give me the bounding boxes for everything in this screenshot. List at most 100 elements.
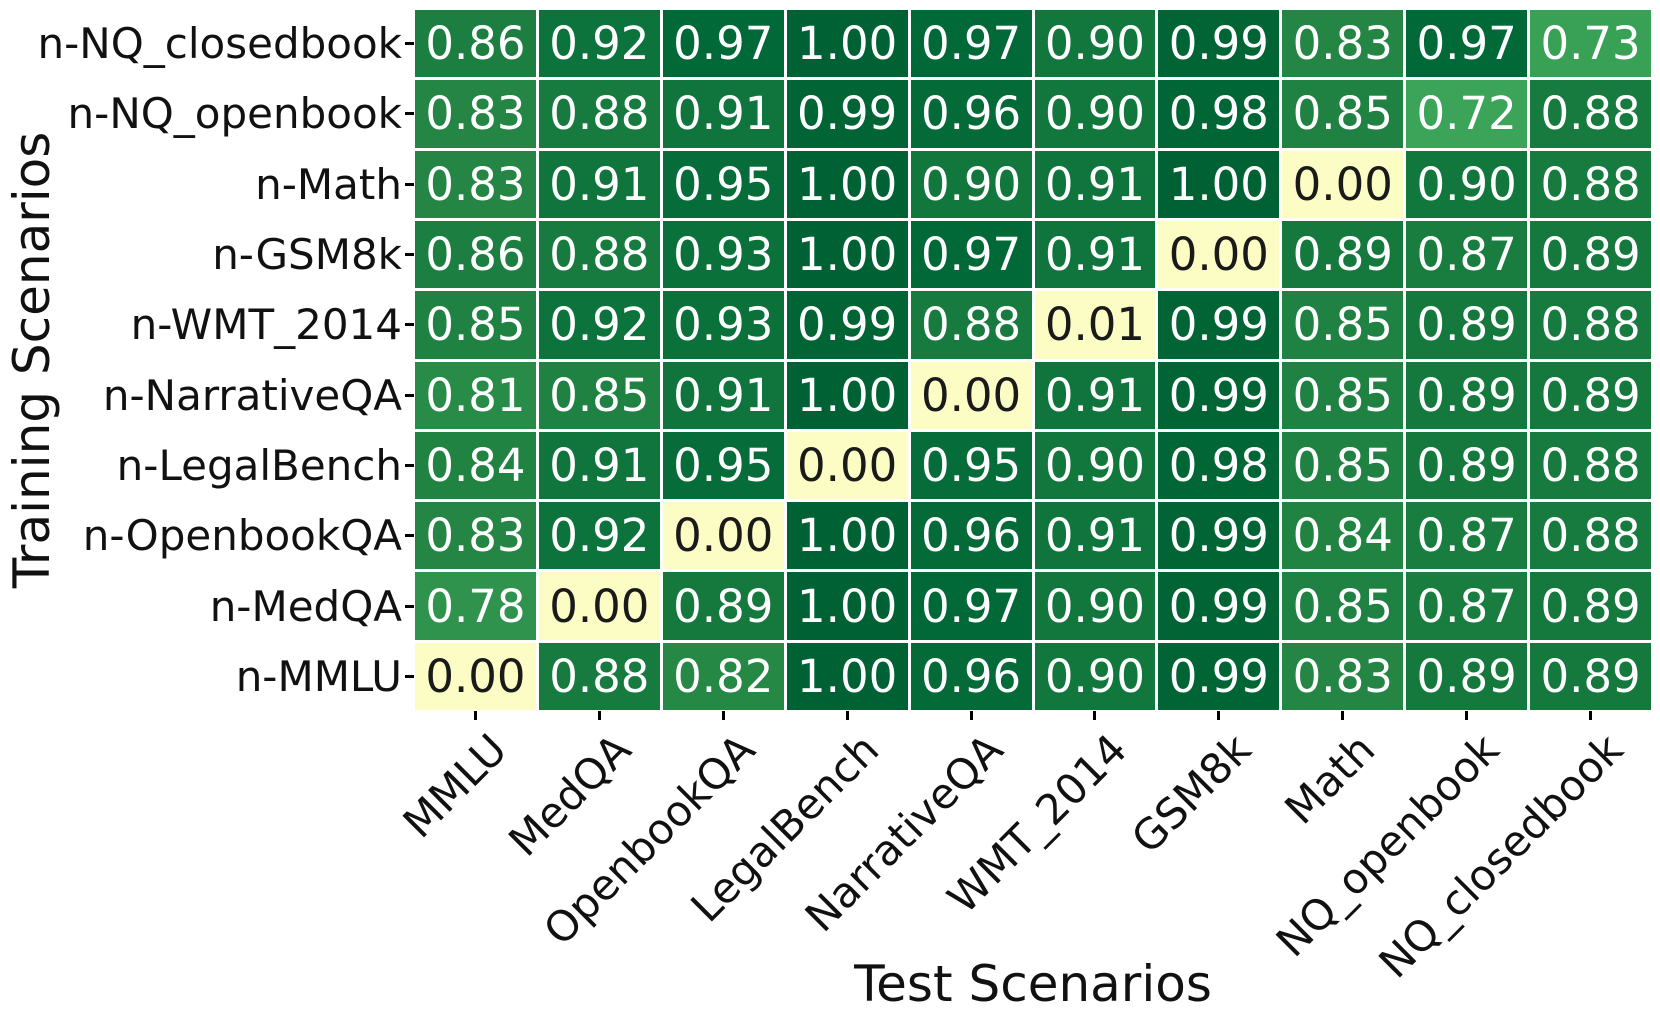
heatmap-cell: 1.00 — [1158, 150, 1280, 218]
heatmap-cell: 0.84 — [1282, 502, 1404, 570]
heatmap-cell: 0.89 — [1530, 361, 1651, 429]
heatmap-cell: 1.00 — [786, 502, 908, 570]
heatmap-cell: 1.00 — [786, 220, 908, 289]
heatmap-cell: 1.00 — [786, 642, 908, 710]
heatmap-cell: 0.85 — [415, 291, 536, 359]
heatmap-cell: 1.00 — [786, 150, 908, 218]
heatmap-cell: 0.87 — [1406, 502, 1528, 570]
heatmap-cell: 0.91 — [662, 80, 784, 148]
heatmap-cell: 0.89 — [1406, 642, 1528, 710]
heatmap-cell: 0.88 — [1530, 80, 1651, 148]
heatmap-cell: 0.00 — [1282, 150, 1404, 218]
heatmap-cell: 0.93 — [662, 291, 784, 359]
heatmap-cell: 0.95 — [910, 431, 1032, 500]
x-tick-mark — [969, 711, 973, 720]
x-tick-mark — [473, 711, 477, 720]
heatmap-cell: 0.85 — [538, 361, 660, 429]
heatmap-cell: 0.82 — [662, 642, 784, 710]
heatmap-cell: 0.89 — [1530, 572, 1651, 640]
heatmap-cell: 0.90 — [1034, 10, 1156, 78]
heatmap-cell: 0.91 — [1034, 361, 1156, 429]
heatmap-cell: 0.97 — [910, 220, 1032, 289]
heatmap-cell: 0.00 — [910, 361, 1032, 429]
heatmap-cell: 0.96 — [910, 642, 1032, 710]
heatmap-cell: 0.92 — [538, 502, 660, 570]
heatmap-cell: 0.00 — [1158, 220, 1280, 289]
heatmap-cell: 0.91 — [538, 150, 660, 218]
heatmap-cell: 0.88 — [1530, 431, 1651, 500]
heatmap-cell: 0.93 — [662, 220, 784, 289]
y-tick-label: n-GSM8k — [212, 230, 402, 280]
heatmap-cell: 0.97 — [662, 10, 784, 78]
heatmap-cell: 0.88 — [538, 642, 660, 710]
heatmap-cell: 0.99 — [786, 291, 908, 359]
x-tick-mark — [845, 711, 849, 720]
heatmap-cell: 0.99 — [1158, 291, 1280, 359]
heatmap-cell: 0.00 — [786, 431, 908, 500]
heatmap-cell: 0.89 — [1406, 361, 1528, 429]
heatmap-cell: 0.91 — [662, 361, 784, 429]
heatmap-cell: 0.85 — [1282, 291, 1404, 359]
y-tick-label: n-MedQA — [209, 581, 402, 631]
heatmap-cell: 0.90 — [1034, 642, 1156, 710]
heatmap-cell: 0.83 — [415, 502, 536, 570]
heatmap-cell: 0.92 — [538, 10, 660, 78]
y-tick-mark — [405, 112, 414, 116]
heatmap-cell: 0.98 — [1158, 80, 1280, 148]
x-tick-mark — [1093, 711, 1097, 720]
heatmap-cell: 0.99 — [1158, 642, 1280, 710]
heatmap-cell: 0.90 — [910, 150, 1032, 218]
heatmap-cell: 0.92 — [538, 291, 660, 359]
heatmap-cell: 0.85 — [1282, 361, 1404, 429]
heatmap-cell: 0.89 — [1406, 291, 1528, 359]
heatmap-cell: 0.73 — [1530, 10, 1651, 78]
heatmap-cell: 0.90 — [1034, 431, 1156, 500]
x-axis-title: Test Scenarios — [854, 955, 1212, 1013]
heatmap-cell: 0.99 — [1158, 572, 1280, 640]
y-tick-mark — [405, 253, 414, 257]
heatmap-cell: 0.88 — [1530, 502, 1651, 570]
y-tick-mark — [405, 463, 414, 467]
y-tick-label: n-WMT_2014 — [130, 300, 402, 350]
heatmap-cell: 0.78 — [415, 572, 536, 640]
heatmap-cell: 0.83 — [415, 80, 536, 148]
heatmap-cell: 0.97 — [910, 10, 1032, 78]
heatmap-cell: 0.85 — [1282, 572, 1404, 640]
heatmap-cell: 0.89 — [1282, 220, 1404, 289]
heatmap-cell: 0.88 — [538, 80, 660, 148]
y-tick-mark — [405, 674, 414, 678]
heatmap-cell: 0.72 — [1406, 80, 1528, 148]
x-tick-mark — [1217, 711, 1221, 720]
heatmap-cell: 1.00 — [786, 361, 908, 429]
y-tick-label: n-LegalBench — [116, 440, 402, 490]
heatmap-cell: 0.86 — [415, 10, 536, 78]
y-tick-label: n-MMLU — [235, 651, 402, 701]
heatmap-cell: 0.90 — [1406, 150, 1528, 218]
heatmap-cell: 0.97 — [910, 572, 1032, 640]
heatmap-cell: 0.88 — [1530, 150, 1651, 218]
heatmap-cell: 0.83 — [415, 150, 536, 218]
heatmap-cell: 0.91 — [1034, 220, 1156, 289]
heatmap-cell: 0.89 — [1530, 642, 1651, 710]
heatmap-cell: 0.89 — [1530, 220, 1651, 289]
y-tick-mark — [405, 182, 414, 186]
x-tick-mark — [1341, 711, 1345, 720]
heatmap-cell: 0.95 — [662, 431, 784, 500]
heatmap-cell: 0.88 — [1530, 291, 1651, 359]
heatmap-grid: 0.86 0.92 0.97 1.00 0.97 0.90 0.99 0.83 0.97 0.73… — [415, 10, 1651, 710]
heatmap-cell: 0.85 — [1282, 80, 1404, 148]
heatmap-cell: 0.91 — [1034, 150, 1156, 218]
y-tick-mark — [405, 604, 414, 608]
heatmap-cell: 0.98 — [1158, 431, 1280, 500]
heatmap-cell: 0.90 — [1034, 572, 1156, 640]
heatmap-cell: 0.89 — [1406, 431, 1528, 500]
heatmap-cell: 0.95 — [662, 150, 784, 218]
x-tick-mark — [1589, 711, 1593, 720]
heatmap-cell: 0.99 — [1158, 10, 1280, 78]
heatmap-cell: 0.00 — [415, 642, 536, 710]
heatmap-cell: 0.90 — [1034, 80, 1156, 148]
heatmap-cell: 0.81 — [415, 361, 536, 429]
heatmap-cell: 0.96 — [910, 502, 1032, 570]
heatmap-cell: 0.89 — [662, 572, 784, 640]
